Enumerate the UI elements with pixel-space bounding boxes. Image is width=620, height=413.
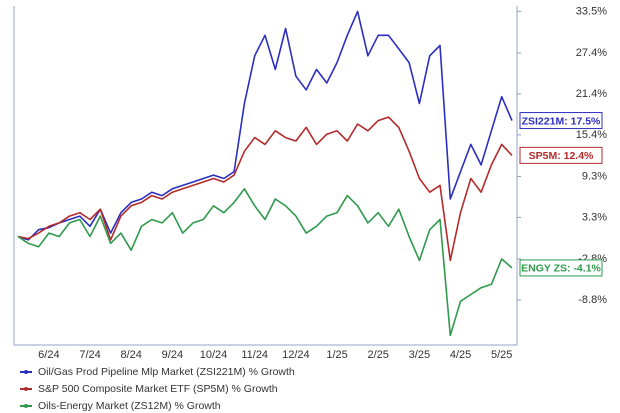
x-tick-label: 3/25 <box>409 349 430 361</box>
end-label-box <box>519 112 603 130</box>
x-tick-label: 4/25 <box>450 349 471 361</box>
x-tick-label: 8/24 <box>120 349 141 361</box>
legend-label: S&P 500 Composite Market ETF (SP5M) % Gr… <box>38 383 278 395</box>
end-label-box <box>519 146 603 164</box>
x-tick-label: 12/24 <box>282 349 310 361</box>
y-tick-label: 15.4% <box>576 129 607 141</box>
x-tick-label: 7/24 <box>79 349 100 361</box>
y-tick-label: 33.5% <box>576 5 607 17</box>
end-label-box <box>519 259 603 277</box>
x-tick-label: 10/24 <box>200 349 228 361</box>
legend-label: Oil/Gas Prod Pipeline Mlp Market (ZSI221… <box>38 366 295 378</box>
x-tick-label: 1/25 <box>326 349 347 361</box>
y-tick-label: 21.4% <box>576 88 607 100</box>
x-tick-label: 2/25 <box>367 349 388 361</box>
x-tick-label: 9/24 <box>162 349 183 361</box>
x-tick-label: 5/25 <box>491 349 512 361</box>
series-line <box>17 188 513 337</box>
legend-dot <box>24 387 28 391</box>
y-tick-label: 9.3% <box>582 170 607 182</box>
series-line <box>17 116 513 262</box>
x-tick-label: 11/24 <box>241 349 268 361</box>
end-label: ENGY ZS: -4.1% <box>521 263 601 275</box>
legend-dot <box>24 370 28 374</box>
end-label: ZSI221M: 17.5% <box>522 115 601 127</box>
y-tick-label: 3.3% <box>582 211 607 223</box>
y-tick-label: -8.8% <box>578 294 607 306</box>
x-tick-label: 6/24 <box>38 349 59 361</box>
legend-label: Oils-Energy Market (ZS12M) % Growth <box>38 400 221 412</box>
legend-dot <box>24 404 28 408</box>
y-tick-label: 27.4% <box>576 47 607 59</box>
end-label: SP5M: 12.4% <box>529 150 594 162</box>
